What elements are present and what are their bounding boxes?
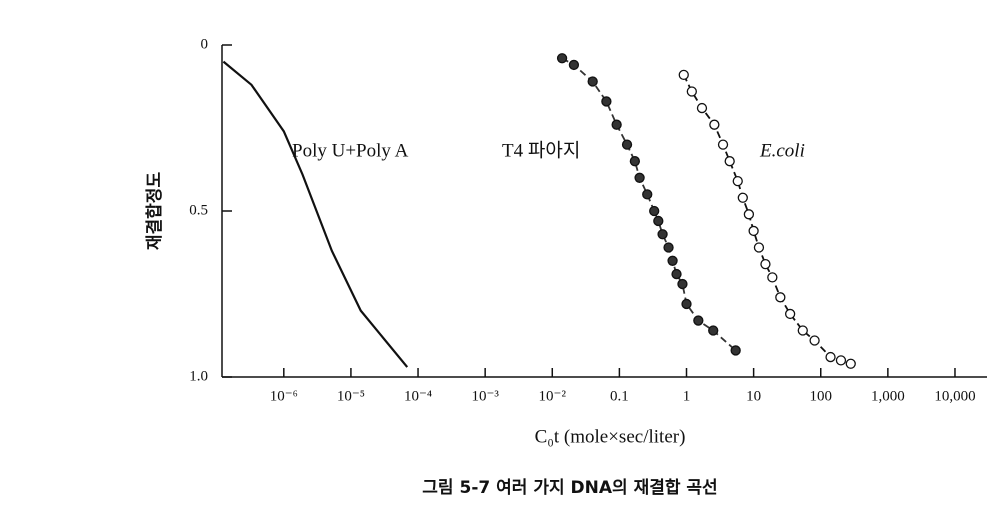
data-point xyxy=(568,59,580,71)
data-point xyxy=(730,345,741,356)
data-point xyxy=(760,258,771,270)
data-point xyxy=(696,102,708,114)
data-point xyxy=(708,325,719,336)
data-point xyxy=(753,242,765,253)
y-tick-label: 1.0 xyxy=(189,368,208,384)
x-tick-label: 10 xyxy=(746,388,761,404)
data-point xyxy=(825,351,836,363)
x-tick-label: 10⁻⁴ xyxy=(404,388,432,404)
data-point xyxy=(709,119,720,130)
x-tick-label: 10,000 xyxy=(934,388,975,404)
annotation: Poly U+Poly A xyxy=(292,140,409,161)
annotation: T4 파아지 xyxy=(502,139,580,161)
data-point xyxy=(775,292,786,303)
data-point xyxy=(649,205,660,217)
data-point xyxy=(611,119,622,130)
x-tick-label: 100 xyxy=(809,388,832,404)
data-point xyxy=(667,255,678,266)
series-curve xyxy=(561,57,737,352)
series-curve xyxy=(682,74,852,365)
x-tick-label: 10⁻⁵ xyxy=(337,388,365,404)
data-point xyxy=(663,242,674,253)
data-point xyxy=(797,325,808,336)
data-point xyxy=(724,156,735,167)
data-point xyxy=(657,229,668,240)
series-curve xyxy=(222,60,409,368)
x-tick-label: 0.1 xyxy=(610,388,629,404)
data-point xyxy=(686,86,697,97)
data-point xyxy=(681,298,692,310)
x-tick-label: 10⁻² xyxy=(539,388,567,404)
data-point xyxy=(587,76,598,87)
y-tick-label: 0.5 xyxy=(189,202,208,218)
x-tick-label: 1 xyxy=(683,388,691,404)
data-point xyxy=(809,335,820,346)
annotation: E.coli xyxy=(759,140,805,161)
data-point xyxy=(677,278,688,290)
y-axis-label: 재결합정도 xyxy=(144,172,165,251)
data-point xyxy=(653,215,664,227)
data-point xyxy=(621,139,633,150)
data-point xyxy=(671,268,682,280)
data-point xyxy=(737,192,748,203)
data-point xyxy=(743,209,755,220)
data-point xyxy=(845,358,856,369)
data-point xyxy=(767,272,778,283)
x-axis-label: C₀t (mole×sec/liter) xyxy=(535,426,686,447)
data-point xyxy=(634,172,645,183)
data-point xyxy=(642,189,653,200)
data-point xyxy=(556,53,568,64)
data-point xyxy=(732,175,743,187)
x-tick-label: 1,000 xyxy=(871,388,905,404)
caption: 그림 5-7 여러 가지 DNA의 재결합 곡선 xyxy=(422,477,717,498)
data-point xyxy=(784,308,796,320)
data-point xyxy=(693,315,704,326)
y-tick-label: 0 xyxy=(201,36,209,52)
x-tick-label: 10⁻³ xyxy=(471,388,499,404)
data-point xyxy=(629,156,641,167)
data-point xyxy=(717,139,729,150)
data-point xyxy=(748,225,759,237)
data-point xyxy=(601,96,612,107)
data-point xyxy=(678,69,689,81)
x-tick-label: 10⁻⁶ xyxy=(270,388,298,404)
data-point xyxy=(835,355,847,366)
